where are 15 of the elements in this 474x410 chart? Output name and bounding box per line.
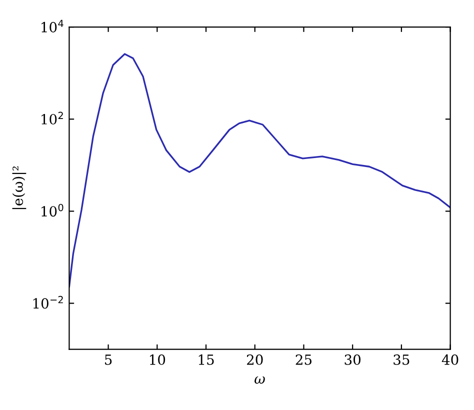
line-series (69, 53, 450, 288)
y-tick-label: 10$^{2}$ (42, 112, 63, 124)
x-tick-label: 25 (296, 354, 312, 365)
x-tick-label: 10 (150, 354, 166, 365)
x-tick-label: 5 (105, 354, 112, 365)
x-tick-label: 40 (442, 354, 458, 365)
x-tick-label: 30 (344, 354, 360, 365)
y-tick-label: 10$^{0}$ (42, 204, 64, 217)
x-tick-label: 15 (198, 354, 214, 365)
y-tick-label: 10$^{−2}$ (33, 296, 63, 309)
y-axis-title: |e(ω)|² (12, 166, 26, 210)
x-axis-title: ω (254, 376, 265, 384)
x-tick-label: 20 (246, 354, 263, 365)
y-tick-label: 10$^{4}$ (42, 20, 64, 32)
x-tick-label: 35 (394, 354, 410, 365)
